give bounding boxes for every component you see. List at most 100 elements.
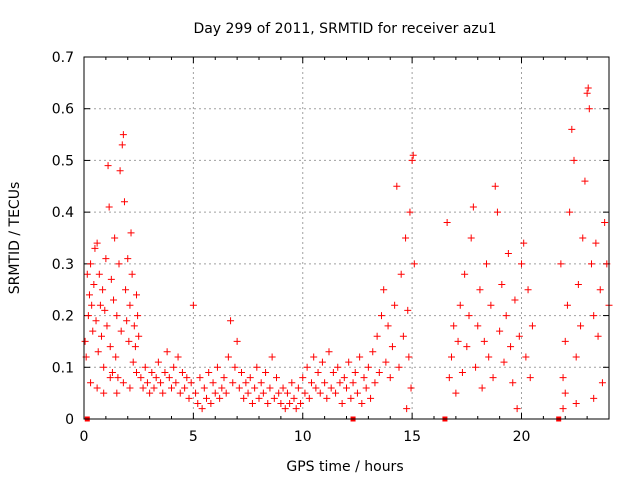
- data-point: [90, 281, 98, 289]
- data-point: [203, 394, 210, 402]
- data-point: [577, 322, 585, 330]
- data-point: [185, 394, 193, 402]
- data-point: [128, 270, 136, 278]
- data-point: [152, 374, 160, 382]
- data-point: [360, 374, 368, 382]
- data-point: [227, 317, 235, 325]
- data-point: [402, 234, 410, 242]
- data-point: [382, 358, 390, 366]
- data-point: [264, 399, 272, 407]
- data-point: [480, 337, 488, 345]
- data-point: [299, 374, 307, 382]
- data-point: [281, 405, 289, 413]
- x-axis-label: GPS time / hours: [286, 459, 403, 475]
- data-point: [194, 399, 202, 407]
- data-point: [518, 260, 525, 268]
- data-point: [231, 363, 239, 371]
- data-point: [334, 363, 342, 371]
- data-point: [100, 363, 108, 371]
- data-point: [592, 239, 600, 247]
- data-point: [312, 384, 320, 392]
- data-point: [108, 368, 116, 376]
- data-point: [119, 131, 127, 139]
- data-point: [557, 260, 565, 268]
- data-point: [318, 358, 326, 366]
- data-point: [87, 260, 95, 268]
- data-point: [596, 286, 604, 294]
- data-point: [485, 353, 493, 361]
- data-point: [404, 306, 412, 314]
- data-point: [316, 389, 324, 397]
- data-point: [259, 389, 267, 397]
- data-point: [461, 270, 469, 278]
- data-point: [458, 368, 466, 376]
- data-point: [192, 389, 200, 397]
- data-point: [502, 312, 510, 320]
- data-point: [251, 384, 259, 392]
- data-point: [205, 368, 213, 376]
- x-tick-label: 20: [513, 429, 531, 445]
- data-point: [216, 394, 224, 402]
- data-point: [157, 379, 165, 387]
- data-point: [115, 260, 123, 268]
- data-point: [384, 322, 392, 330]
- data-point: [83, 270, 91, 278]
- data-point: [100, 389, 108, 397]
- data-point: [496, 327, 504, 335]
- data-point: [106, 343, 114, 351]
- data-point: [238, 368, 245, 376]
- data-point: [94, 348, 102, 356]
- data-point: [89, 327, 97, 335]
- data-point: [262, 368, 270, 376]
- data-point: [388, 343, 396, 351]
- data-points: [81, 84, 613, 422]
- y-tick-label: 0.2: [52, 309, 74, 325]
- data-point: [467, 234, 475, 242]
- data-point: [588, 260, 595, 268]
- data-point: [407, 384, 415, 392]
- data-point: [561, 337, 569, 345]
- data-point: [174, 353, 182, 361]
- data-point: [590, 312, 598, 320]
- data-point: [218, 384, 226, 392]
- data-point: [196, 374, 204, 382]
- data-point: [568, 125, 576, 133]
- y-axis-label: SRMTID / TECUs: [7, 182, 23, 295]
- data-point: [563, 301, 571, 309]
- data-point: [469, 203, 477, 211]
- data-point: [126, 301, 134, 309]
- data-point: [511, 296, 519, 304]
- data-point: [93, 384, 101, 392]
- data-point: [253, 363, 261, 371]
- data-point: [520, 239, 528, 247]
- data-point: [452, 389, 460, 397]
- data-point: [126, 384, 134, 392]
- data-point: [343, 384, 350, 392]
- data-point: [268, 353, 276, 361]
- y-tick-label: 0.5: [52, 153, 74, 169]
- data-point: [114, 374, 122, 382]
- data-point: [408, 156, 416, 164]
- plot-frame: [83, 56, 610, 420]
- data-point: [178, 368, 186, 376]
- data-point: [583, 89, 591, 97]
- y-tick-label: 0.6: [52, 102, 74, 118]
- y-tick-label: 0.7: [52, 50, 74, 66]
- data-point: [399, 332, 407, 340]
- x-tick-label: 10: [294, 429, 312, 445]
- data-point: [111, 234, 119, 242]
- data-point: [131, 343, 139, 351]
- data-point: [235, 384, 243, 392]
- data-point: [130, 322, 138, 330]
- data-point: [336, 379, 344, 387]
- y-tick-label: 0.3: [52, 257, 74, 273]
- data-point: [200, 384, 208, 392]
- data-point: [290, 394, 298, 402]
- data-point: [101, 306, 109, 314]
- data-point: [113, 389, 121, 397]
- data-point: [170, 363, 178, 371]
- data-point: [584, 84, 592, 92]
- data-point: [150, 384, 158, 392]
- data-point: [116, 167, 124, 175]
- y-tick-label: 0.1: [52, 360, 74, 376]
